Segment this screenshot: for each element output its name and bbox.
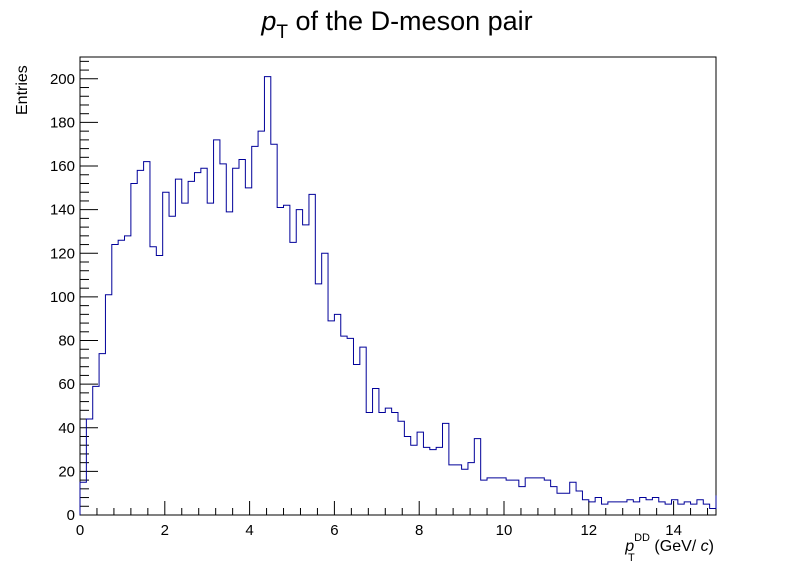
y-tick-label: 20 [58, 463, 75, 480]
title-subscript: T [276, 22, 288, 43]
xlabel-superscript: DD [634, 532, 650, 544]
x-tick-label: 8 [415, 522, 423, 539]
x-axis-label: pDD (GeV/ c) [624, 532, 714, 555]
y-axis-label: Entries [14, 65, 31, 115]
x-tick-label: 10 [496, 522, 513, 539]
x-tick-label: 0 [76, 522, 84, 539]
y-tick-label: 0 [67, 507, 75, 524]
histogram-line [79, 76, 717, 515]
title-text: of the D-meson pair [288, 6, 533, 36]
xlabel-p: p [624, 538, 634, 555]
x-tick-label: 6 [330, 522, 338, 539]
y-tick-label: 140 [50, 202, 75, 219]
xlabel-unit: (GeV/ [650, 538, 701, 555]
xlabel-close: ) [709, 538, 714, 555]
x-tick-label: 14 [665, 522, 682, 539]
x-tick-label: 4 [245, 522, 253, 539]
y-tick-label: 120 [50, 245, 75, 262]
xlabel-c: c [701, 538, 709, 555]
y-tick-label: 80 [58, 333, 75, 350]
x-tick-label: 12 [580, 522, 597, 539]
x-tick-label: 2 [161, 522, 169, 539]
y-tick-label: 60 [58, 376, 75, 393]
x-axis: 0 2 4 6 8 10 12 14 [76, 501, 709, 539]
y-tick-label: 160 [50, 158, 75, 175]
y-tick-label: 180 [50, 114, 75, 131]
xlabel-subscript: T [628, 552, 635, 564]
y-tick-label: 200 [50, 71, 75, 88]
y-axis: 0 20 40 60 80 100 120 140 160 180 200 [50, 60, 98, 524]
y-tick-label: 100 [50, 289, 75, 306]
chart-title: pT of the D-meson pair [260, 6, 532, 43]
title-p: p [260, 6, 276, 36]
y-tick-label: 40 [58, 420, 75, 437]
plot-frame [79, 56, 717, 516]
